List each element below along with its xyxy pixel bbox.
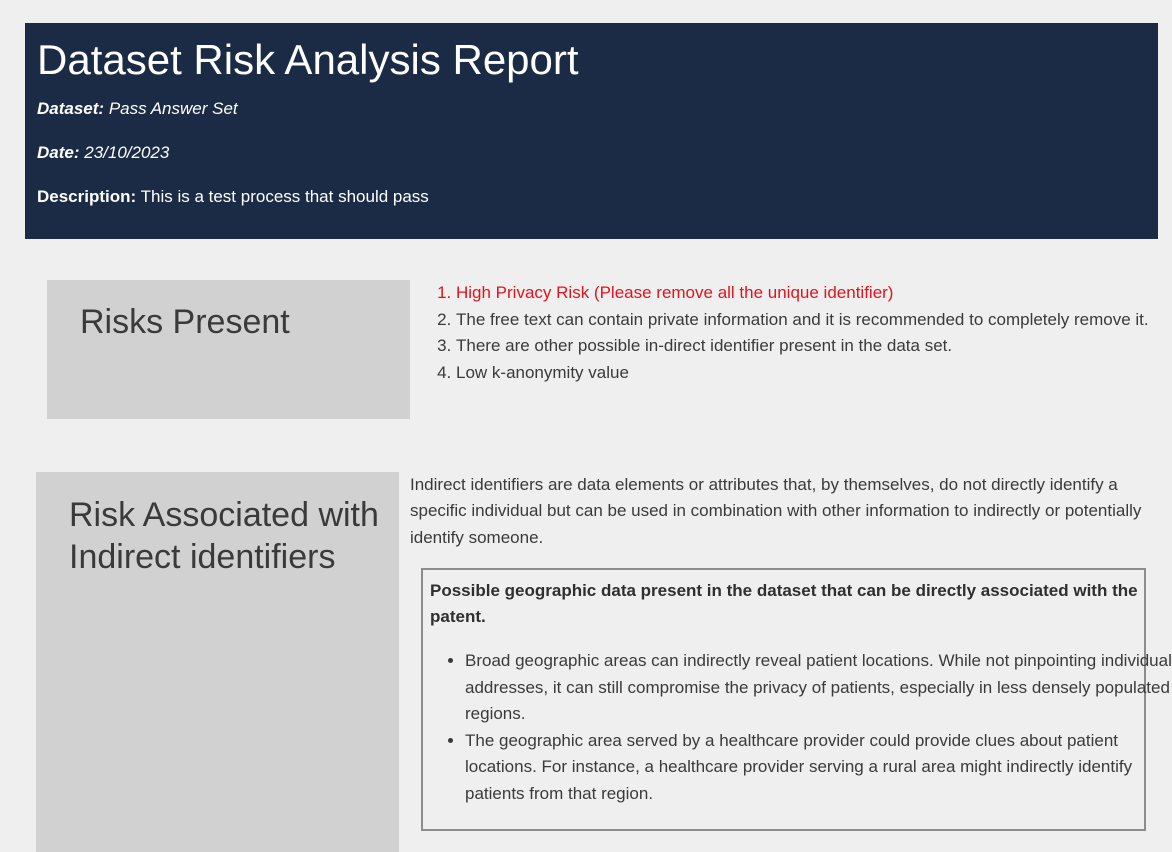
risks-present-panel: Risks Present bbox=[47, 280, 410, 419]
indirect-identifiers-panel: Risk Associated with Indirect identifier… bbox=[36, 472, 399, 852]
risk-item-4: Low k-anonymity value bbox=[456, 360, 1156, 387]
dataset-line: Dataset: Pass Answer Set bbox=[37, 99, 238, 119]
dataset-label: Dataset: bbox=[37, 99, 105, 118]
geographic-data-title: Possible geographic data present in the … bbox=[430, 581, 1138, 627]
geographic-data-box: Possible geographic data present in the … bbox=[421, 568, 1172, 831]
risks-list: High Privacy Risk (Please remove all the… bbox=[410, 280, 1156, 386]
risk-item-2: The free text can contain private inform… bbox=[456, 307, 1156, 334]
geographic-data-list: Broad geographic areas can indirectly re… bbox=[423, 648, 1172, 807]
risks-present-heading: Risks Present bbox=[80, 303, 290, 341]
description-value: This is a test process that should pass bbox=[140, 187, 429, 206]
description-line: Description: This is a test process that… bbox=[37, 187, 429, 207]
date-value: 23/10/2023 bbox=[84, 143, 170, 162]
description-label: Description: bbox=[37, 187, 137, 206]
indirect-identifiers-heading: Risk Associated with Indirect identifier… bbox=[69, 496, 379, 576]
geographic-bullet-2: The geographic area served by a healthca… bbox=[465, 728, 1172, 808]
report-header: Dataset Risk Analysis Report Dataset: Pa… bbox=[25, 23, 1158, 239]
date-label: Date: bbox=[37, 143, 80, 162]
risk-item-3: There are other possible in-direct ident… bbox=[456, 333, 1156, 360]
risk-item-1: High Privacy Risk (Please remove all the… bbox=[456, 280, 1156, 307]
geographic-bullet-1: Broad geographic areas can indirectly re… bbox=[465, 648, 1172, 728]
dataset-value: Pass Answer Set bbox=[108, 99, 238, 118]
report-title: Dataset Risk Analysis Report bbox=[37, 36, 579, 83]
indirect-identifiers-intro: Indirect identifiers are data elements o… bbox=[410, 475, 1142, 547]
date-line: Date: 23/10/2023 bbox=[37, 143, 169, 163]
